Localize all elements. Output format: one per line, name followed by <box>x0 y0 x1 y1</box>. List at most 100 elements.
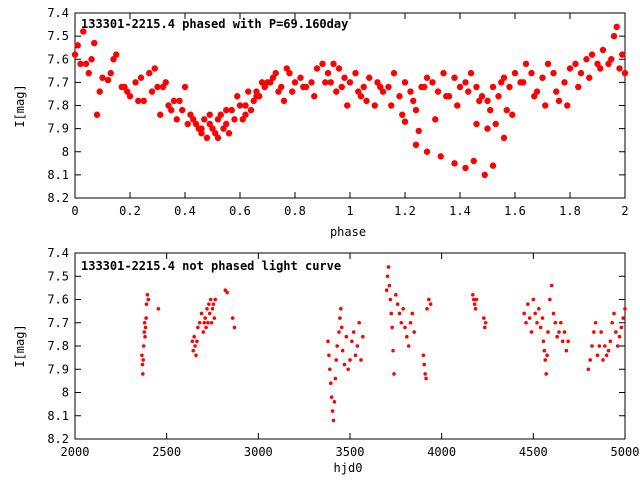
data-point <box>471 297 476 302</box>
data-point <box>594 60 601 68</box>
data-point <box>142 320 147 325</box>
phased-light-curve-plot: 133301-2215.4 phased with P=69.160day ph… <box>13 6 629 239</box>
data-point <box>592 330 596 334</box>
data-point <box>190 339 195 344</box>
data-point <box>422 362 427 367</box>
data-point <box>223 120 230 128</box>
data-point <box>247 106 255 114</box>
data-point <box>146 69 153 77</box>
data-point <box>423 148 431 155</box>
data-point <box>557 330 561 334</box>
data-point <box>88 56 95 63</box>
data-point <box>308 79 315 86</box>
y-tick-label: 8.1 <box>47 168 69 182</box>
data-point <box>533 311 537 316</box>
data-point <box>261 83 268 91</box>
data-point <box>473 307 478 311</box>
data-point <box>245 88 252 95</box>
data-point <box>355 344 360 348</box>
data-point <box>603 344 607 348</box>
data-point <box>209 125 216 132</box>
data-point <box>606 348 611 353</box>
y-tick-label: 7.7 <box>47 75 69 89</box>
data-point <box>542 348 547 353</box>
x-tick-label: 2000 <box>61 445 90 459</box>
y-tick-label: 7.9 <box>47 122 69 136</box>
data-point <box>387 283 392 288</box>
data-point <box>339 325 344 330</box>
data-point <box>96 88 103 95</box>
data-point <box>220 125 227 132</box>
data-point <box>338 316 342 320</box>
data-point <box>283 65 290 72</box>
x-tick-label: 1 <box>346 204 353 218</box>
y-tick-label: 7.7 <box>47 316 69 330</box>
data-point <box>207 302 211 306</box>
data-point <box>410 311 415 316</box>
data-point <box>526 302 530 306</box>
data-point <box>605 60 612 68</box>
data-point <box>541 339 546 344</box>
data-point <box>437 153 444 160</box>
x-axis-title: hjd0 <box>334 461 363 475</box>
data-point <box>179 106 186 114</box>
data-point <box>253 88 260 95</box>
data-points <box>140 265 627 423</box>
y-tick-label: 7.6 <box>47 293 69 307</box>
data-point <box>311 93 318 100</box>
y-tick-label: 7.5 <box>47 29 69 43</box>
data-point <box>621 69 629 77</box>
y-tick-label: 7.5 <box>47 269 69 283</box>
data-point <box>195 339 199 344</box>
data-point <box>537 307 541 311</box>
data-point <box>230 316 235 320</box>
x-tick-label: 3500 <box>336 445 365 459</box>
data-point <box>280 97 288 105</box>
data-point <box>157 111 164 118</box>
data-point <box>198 125 205 132</box>
data-point <box>137 74 145 81</box>
data-point <box>212 130 219 137</box>
data-point <box>351 330 356 334</box>
data-point <box>548 297 552 302</box>
data-point <box>487 106 494 114</box>
data-point <box>484 97 491 105</box>
data-point <box>132 79 139 86</box>
data-point <box>291 79 299 86</box>
data-point <box>575 83 582 91</box>
data-point <box>190 116 197 123</box>
data-point <box>474 297 479 302</box>
data-point <box>564 348 569 353</box>
x-tick-label: 0.8 <box>284 204 306 218</box>
data-point <box>361 334 365 339</box>
data-point <box>342 362 347 367</box>
data-point <box>93 111 101 118</box>
x-tick-label: 1.6 <box>504 204 526 218</box>
data-point <box>143 334 147 339</box>
data-point <box>566 339 570 344</box>
data-point <box>269 74 277 81</box>
data-point <box>566 65 574 72</box>
data-point <box>140 362 145 367</box>
data-point <box>201 330 206 334</box>
data-point <box>357 320 361 325</box>
data-point <box>168 106 175 114</box>
data-point <box>214 134 222 142</box>
data-point <box>524 320 528 325</box>
data-point <box>145 293 150 297</box>
data-point <box>544 372 548 376</box>
x-tick-label: 2 <box>621 204 628 218</box>
data-point <box>206 120 213 128</box>
data-point <box>601 358 605 362</box>
data-point <box>472 302 477 306</box>
data-point <box>258 79 266 86</box>
data-point <box>144 302 149 306</box>
data-point <box>613 23 620 31</box>
data-point <box>297 74 304 81</box>
data-point <box>213 297 218 302</box>
data-point <box>335 344 339 348</box>
data-point <box>165 102 172 109</box>
data-point <box>511 69 519 77</box>
data-point <box>540 316 545 320</box>
data-point <box>300 83 307 91</box>
